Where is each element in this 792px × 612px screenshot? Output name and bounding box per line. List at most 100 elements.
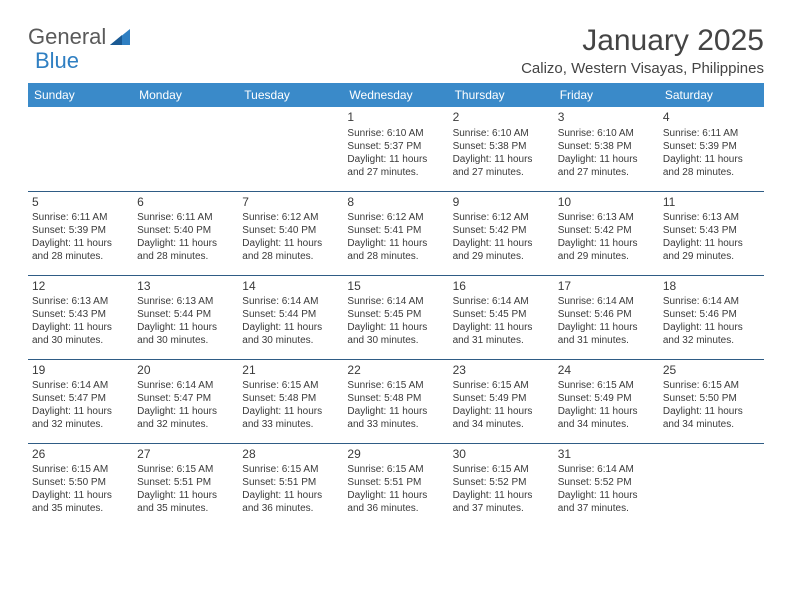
day-number: 6 bbox=[137, 195, 234, 211]
day-number: 31 bbox=[558, 447, 655, 463]
calendar-cell: 7Sunrise: 6:12 AMSunset: 5:40 PMDaylight… bbox=[238, 191, 343, 275]
day-number: 27 bbox=[137, 447, 234, 463]
calendar-cell: 31Sunrise: 6:14 AMSunset: 5:52 PMDayligh… bbox=[554, 443, 659, 527]
day-number: 9 bbox=[453, 195, 550, 211]
day-number: 23 bbox=[453, 363, 550, 379]
day-info: Sunrise: 6:15 AMSunset: 5:48 PMDaylight:… bbox=[347, 379, 444, 431]
day-number: 15 bbox=[347, 279, 444, 295]
day-number: 22 bbox=[347, 363, 444, 379]
day-info: Sunrise: 6:15 AMSunset: 5:48 PMDaylight:… bbox=[242, 379, 339, 431]
calendar-cell: 13Sunrise: 6:13 AMSunset: 5:44 PMDayligh… bbox=[133, 275, 238, 359]
calendar-row: 1Sunrise: 6:10 AMSunset: 5:37 PMDaylight… bbox=[28, 107, 764, 191]
calendar-cell bbox=[659, 443, 764, 527]
calendar-table: SundayMondayTuesdayWednesdayThursdayFrid… bbox=[28, 83, 764, 527]
logo-text-1: General bbox=[28, 24, 106, 50]
calendar-cell: 28Sunrise: 6:15 AMSunset: 5:51 PMDayligh… bbox=[238, 443, 343, 527]
day-number: 5 bbox=[32, 195, 129, 211]
day-number: 12 bbox=[32, 279, 129, 295]
calendar-cell: 21Sunrise: 6:15 AMSunset: 5:48 PMDayligh… bbox=[238, 359, 343, 443]
day-number: 1 bbox=[347, 110, 444, 126]
day-number: 11 bbox=[663, 195, 760, 211]
calendar-row: 12Sunrise: 6:13 AMSunset: 5:43 PMDayligh… bbox=[28, 275, 764, 359]
calendar-cell bbox=[28, 107, 133, 191]
month-title: January 2025 bbox=[521, 24, 764, 58]
day-info: Sunrise: 6:15 AMSunset: 5:51 PMDaylight:… bbox=[137, 463, 234, 515]
day-info: Sunrise: 6:14 AMSunset: 5:45 PMDaylight:… bbox=[347, 295, 444, 347]
day-number: 25 bbox=[663, 363, 760, 379]
day-info: Sunrise: 6:11 AMSunset: 5:40 PMDaylight:… bbox=[137, 211, 234, 263]
day-info: Sunrise: 6:11 AMSunset: 5:39 PMDaylight:… bbox=[32, 211, 129, 263]
day-info: Sunrise: 6:14 AMSunset: 5:47 PMDaylight:… bbox=[137, 379, 234, 431]
day-info: Sunrise: 6:15 AMSunset: 5:49 PMDaylight:… bbox=[453, 379, 550, 431]
day-info: Sunrise: 6:13 AMSunset: 5:43 PMDaylight:… bbox=[32, 295, 129, 347]
logo-triangle-icon bbox=[110, 29, 130, 45]
calendar-cell: 29Sunrise: 6:15 AMSunset: 5:51 PMDayligh… bbox=[343, 443, 448, 527]
location: Calizo, Western Visayas, Philippines bbox=[521, 60, 764, 77]
calendar-cell: 15Sunrise: 6:14 AMSunset: 5:45 PMDayligh… bbox=[343, 275, 448, 359]
day-info: Sunrise: 6:12 AMSunset: 5:40 PMDaylight:… bbox=[242, 211, 339, 263]
calendar-cell: 26Sunrise: 6:15 AMSunset: 5:50 PMDayligh… bbox=[28, 443, 133, 527]
day-info: Sunrise: 6:15 AMSunset: 5:51 PMDaylight:… bbox=[242, 463, 339, 515]
day-number: 14 bbox=[242, 279, 339, 295]
day-number: 7 bbox=[242, 195, 339, 211]
logo-text-2: Blue bbox=[35, 48, 79, 74]
day-info: Sunrise: 6:13 AMSunset: 5:42 PMDaylight:… bbox=[558, 211, 655, 263]
day-number: 3 bbox=[558, 110, 655, 126]
day-info: Sunrise: 6:15 AMSunset: 5:50 PMDaylight:… bbox=[663, 379, 760, 431]
weekday-header: Saturday bbox=[659, 83, 764, 107]
calendar-cell: 14Sunrise: 6:14 AMSunset: 5:44 PMDayligh… bbox=[238, 275, 343, 359]
day-info: Sunrise: 6:10 AMSunset: 5:38 PMDaylight:… bbox=[558, 127, 655, 179]
day-number: 16 bbox=[453, 279, 550, 295]
calendar-row: 19Sunrise: 6:14 AMSunset: 5:47 PMDayligh… bbox=[28, 359, 764, 443]
day-number: 8 bbox=[347, 195, 444, 211]
weekday-header: Friday bbox=[554, 83, 659, 107]
calendar-cell: 18Sunrise: 6:14 AMSunset: 5:46 PMDayligh… bbox=[659, 275, 764, 359]
day-number: 17 bbox=[558, 279, 655, 295]
calendar-cell: 27Sunrise: 6:15 AMSunset: 5:51 PMDayligh… bbox=[133, 443, 238, 527]
calendar-row: 5Sunrise: 6:11 AMSunset: 5:39 PMDaylight… bbox=[28, 191, 764, 275]
calendar-cell: 12Sunrise: 6:13 AMSunset: 5:43 PMDayligh… bbox=[28, 275, 133, 359]
day-info: Sunrise: 6:14 AMSunset: 5:44 PMDaylight:… bbox=[242, 295, 339, 347]
day-number: 21 bbox=[242, 363, 339, 379]
day-info: Sunrise: 6:14 AMSunset: 5:52 PMDaylight:… bbox=[558, 463, 655, 515]
day-info: Sunrise: 6:10 AMSunset: 5:37 PMDaylight:… bbox=[347, 127, 444, 179]
calendar-cell: 22Sunrise: 6:15 AMSunset: 5:48 PMDayligh… bbox=[343, 359, 448, 443]
weekday-header: Monday bbox=[133, 83, 238, 107]
calendar-cell: 9Sunrise: 6:12 AMSunset: 5:42 PMDaylight… bbox=[449, 191, 554, 275]
title-block: January 2025 Calizo, Western Visayas, Ph… bbox=[521, 24, 764, 77]
calendar-cell: 4Sunrise: 6:11 AMSunset: 5:39 PMDaylight… bbox=[659, 107, 764, 191]
day-number: 24 bbox=[558, 363, 655, 379]
day-info: Sunrise: 6:14 AMSunset: 5:46 PMDaylight:… bbox=[663, 295, 760, 347]
day-info: Sunrise: 6:14 AMSunset: 5:47 PMDaylight:… bbox=[32, 379, 129, 431]
day-number: 4 bbox=[663, 110, 760, 126]
day-number: 19 bbox=[32, 363, 129, 379]
calendar-cell: 8Sunrise: 6:12 AMSunset: 5:41 PMDaylight… bbox=[343, 191, 448, 275]
day-number: 30 bbox=[453, 447, 550, 463]
calendar-cell: 1Sunrise: 6:10 AMSunset: 5:37 PMDaylight… bbox=[343, 107, 448, 191]
day-number: 18 bbox=[663, 279, 760, 295]
calendar-cell: 3Sunrise: 6:10 AMSunset: 5:38 PMDaylight… bbox=[554, 107, 659, 191]
day-number: 20 bbox=[137, 363, 234, 379]
calendar-cell: 11Sunrise: 6:13 AMSunset: 5:43 PMDayligh… bbox=[659, 191, 764, 275]
calendar-cell: 16Sunrise: 6:14 AMSunset: 5:45 PMDayligh… bbox=[449, 275, 554, 359]
calendar-cell: 24Sunrise: 6:15 AMSunset: 5:49 PMDayligh… bbox=[554, 359, 659, 443]
calendar-cell: 19Sunrise: 6:14 AMSunset: 5:47 PMDayligh… bbox=[28, 359, 133, 443]
calendar-cell: 20Sunrise: 6:14 AMSunset: 5:47 PMDayligh… bbox=[133, 359, 238, 443]
weekday-header: Tuesday bbox=[238, 83, 343, 107]
day-number: 28 bbox=[242, 447, 339, 463]
day-number: 26 bbox=[32, 447, 129, 463]
day-info: Sunrise: 6:11 AMSunset: 5:39 PMDaylight:… bbox=[663, 127, 760, 179]
day-info: Sunrise: 6:14 AMSunset: 5:46 PMDaylight:… bbox=[558, 295, 655, 347]
day-info: Sunrise: 6:15 AMSunset: 5:49 PMDaylight:… bbox=[558, 379, 655, 431]
day-number: 2 bbox=[453, 110, 550, 126]
weekday-header: Sunday bbox=[28, 83, 133, 107]
calendar-cell: 25Sunrise: 6:15 AMSunset: 5:50 PMDayligh… bbox=[659, 359, 764, 443]
day-info: Sunrise: 6:15 AMSunset: 5:51 PMDaylight:… bbox=[347, 463, 444, 515]
day-info: Sunrise: 6:10 AMSunset: 5:38 PMDaylight:… bbox=[453, 127, 550, 179]
day-number: 29 bbox=[347, 447, 444, 463]
calendar-cell: 6Sunrise: 6:11 AMSunset: 5:40 PMDaylight… bbox=[133, 191, 238, 275]
day-info: Sunrise: 6:12 AMSunset: 5:42 PMDaylight:… bbox=[453, 211, 550, 263]
day-info: Sunrise: 6:13 AMSunset: 5:44 PMDaylight:… bbox=[137, 295, 234, 347]
calendar-body: 1Sunrise: 6:10 AMSunset: 5:37 PMDaylight… bbox=[28, 107, 764, 527]
calendar-cell: 10Sunrise: 6:13 AMSunset: 5:42 PMDayligh… bbox=[554, 191, 659, 275]
